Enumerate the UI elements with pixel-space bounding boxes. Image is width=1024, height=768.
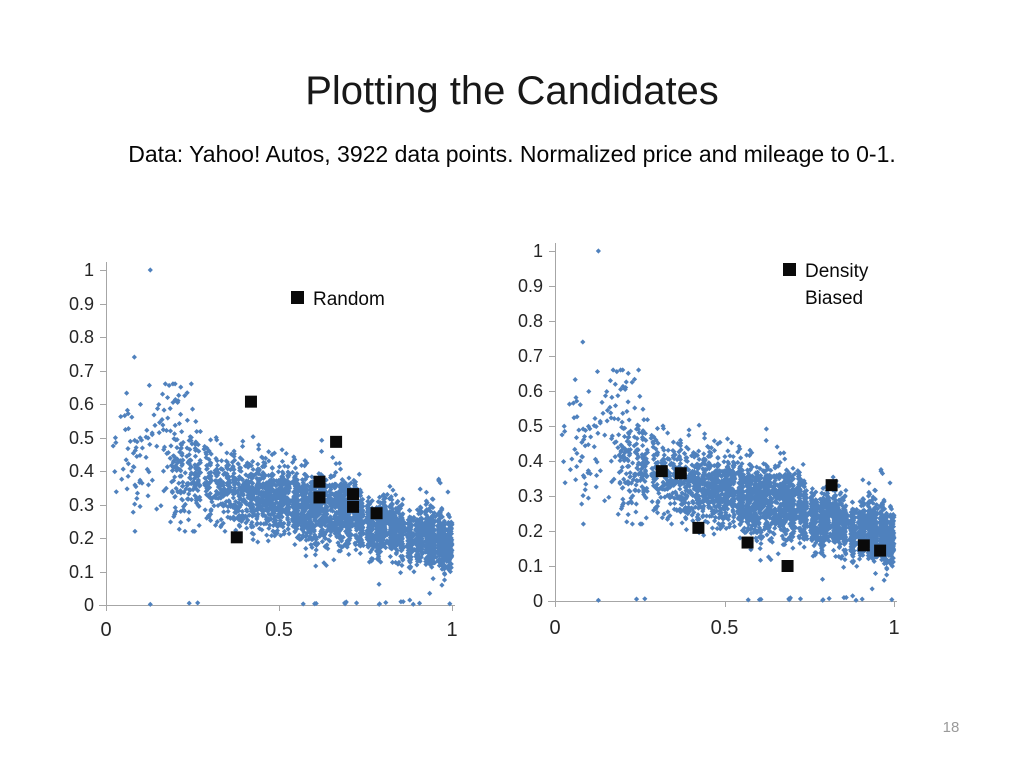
y-tick-label: 0.1	[517, 556, 543, 576]
x-tick-label: 0.5	[265, 619, 293, 641]
y-tick-label: 0.8	[517, 311, 543, 331]
x-tick-label: 0	[549, 617, 561, 639]
y-tick-label: 1	[83, 260, 94, 280]
page-title: Plotting the Candidates	[305, 69, 719, 113]
y-tick-label: 0.5	[517, 416, 543, 436]
x-tick-label: 0	[100, 619, 112, 641]
y-tick-label: 0	[83, 595, 94, 615]
y-tick-label: 0.9	[517, 276, 543, 296]
y-tick-label: 0.5	[68, 427, 94, 448]
y-tick-label: 0.3	[68, 494, 94, 515]
y-tick-label: 0.9	[68, 293, 94, 314]
y-tick-label: 0.7	[517, 346, 543, 366]
legend-density-biased: Density Biased	[783, 258, 889, 312]
y-tick-label: 0.6	[68, 394, 94, 414]
y-tick-label: 0.7	[68, 360, 94, 381]
black-square-marker-icon	[783, 263, 796, 276]
y-tick-label: 0.6	[517, 381, 543, 401]
slide-subtitle: Data: Yahoo! Autos, 3922 data points. No…	[128, 141, 896, 167]
y-tick-label: 0.4	[68, 461, 94, 481]
y-tick-label: 0.1	[68, 561, 94, 582]
y-tick-label: 0.2	[68, 528, 94, 548]
y-tick-label: 0.3	[517, 486, 543, 506]
y-tick-label: 0.2	[517, 521, 543, 541]
legend-label: Density Biased	[805, 261, 869, 309]
black-square-marker-icon	[291, 291, 304, 304]
y-tick-label: 0.4	[517, 451, 543, 471]
x-tick-label: 0.5	[710, 617, 739, 639]
y-tick-label: 0.8	[68, 327, 94, 347]
x-tick-label: 1	[446, 619, 458, 641]
y-tick-label: 0	[532, 591, 543, 611]
page-number: 18	[942, 719, 960, 736]
y-tick-label: 1	[532, 241, 543, 261]
legend-random: Random	[291, 286, 385, 313]
legend-label: Random	[313, 289, 385, 310]
x-tick-label: 1	[888, 617, 900, 639]
